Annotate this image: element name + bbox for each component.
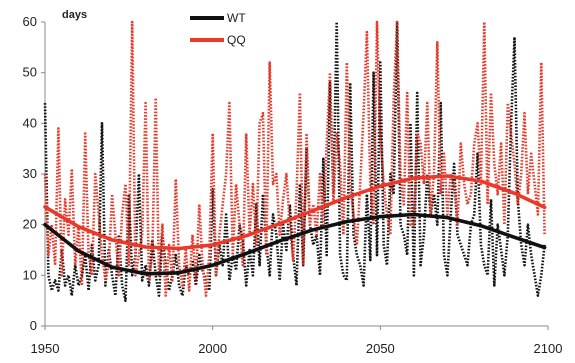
x-tick-label: 1950 [31,341,60,356]
y-tick-label: 40 [23,115,37,130]
series-wt-trend [43,212,547,276]
y-tick-label: 0 [30,318,37,333]
series-qq [43,20,546,297]
axes: 0 10 20 30 40 50 60 1950 2000 2050 2100 [23,14,563,356]
legend: WT QQ [190,11,246,47]
series-wt [43,20,546,303]
y-tick-label: 20 [23,217,37,232]
x-tick-label: 2050 [366,341,395,356]
series-layer [43,20,547,303]
y-tick-label: 10 [23,267,37,282]
x-tick-label: 2000 [198,341,227,356]
y-axis-label: days [62,9,87,21]
y-tick-label: 30 [23,166,37,181]
x-tick-label: 2100 [534,341,563,356]
y-tick-label: 50 [23,65,37,80]
legend-label: QQ [227,33,246,47]
series-qq-trend [43,174,547,251]
legend-label: WT [227,11,246,25]
y-tick-label: 60 [23,14,37,29]
